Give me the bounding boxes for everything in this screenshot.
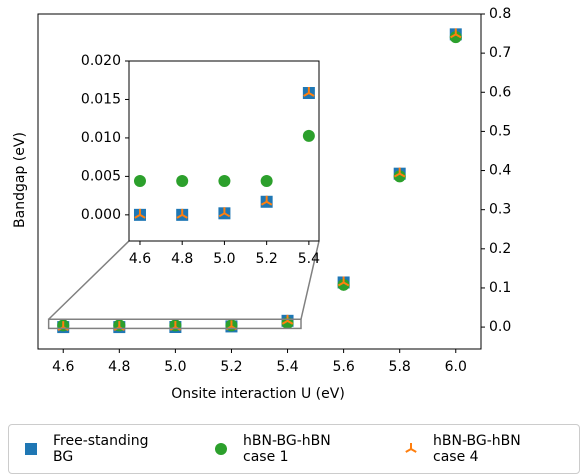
marker-circle — [281, 317, 294, 330]
marker-circle — [260, 175, 273, 187]
legend: Free-standing BG hBN-BG-hBN case 1 hBN-BG-… — [8, 424, 580, 474]
y-tick-label: 0.015 — [81, 91, 121, 107]
y-tick-label: 0.3 — [489, 202, 511, 218]
x-tick-label: 5.4 — [276, 359, 298, 375]
marker-circle — [393, 170, 406, 183]
y-tick-label: 0.6 — [489, 84, 511, 100]
marker-circle — [218, 175, 231, 187]
y-tick-label: 0.1 — [489, 280, 511, 296]
legend-label: Free-standing BG — [53, 433, 149, 465]
zoom-connector — [300, 240, 320, 320]
marker-tri — [134, 208, 146, 219]
x-tick-label: 4.8 — [171, 251, 193, 267]
marker-circle — [215, 443, 227, 455]
y-tick-label: 0.2 — [489, 241, 511, 257]
x-tick-label: 5.4 — [298, 251, 320, 267]
x-tick-label: 4.6 — [52, 359, 74, 375]
legend-entry: Free-standing BG — [9, 433, 199, 465]
chart: Onsite interaction U (eV) Bandgap (eV) 4… — [12, 6, 511, 402]
x-tick-label: 4.6 — [129, 251, 151, 267]
y-tick-label: 0.0 — [489, 319, 511, 335]
y-tick-label: 0.010 — [81, 130, 121, 146]
x-tick-label: 5.6 — [332, 359, 354, 375]
x-tick-label: 5.0 — [164, 359, 186, 375]
x-tick-label: 5.2 — [220, 359, 242, 375]
x-tick-label: 5.2 — [256, 251, 278, 267]
y-tick-label: 0.5 — [489, 123, 511, 139]
marker-tri — [260, 195, 273, 206]
y-tick-label: 0.4 — [489, 163, 511, 179]
x-tick-label: 5.0 — [213, 251, 235, 267]
legend-entry: hBN-BG-hBN case 4 — [389, 433, 579, 465]
y-tick-label: 0.7 — [489, 45, 511, 61]
marker-tri — [393, 167, 406, 178]
zoom-connector — [48, 240, 130, 320]
legend-icon — [25, 443, 37, 455]
marker-circle — [337, 278, 350, 291]
legend-label: hBN-BG-hBN case 4 — [433, 433, 521, 465]
marker-circle — [133, 175, 146, 187]
axes-frame — [37, 13, 482, 350]
y-tick-label: 0.020 — [81, 53, 121, 69]
marker-circle — [176, 175, 189, 187]
legend-icon — [405, 443, 417, 453]
marker-circle — [302, 129, 315, 142]
zoom-region — [47, 318, 302, 330]
marker-square — [25, 443, 37, 455]
x-axis-label: Onsite interaction U (eV) — [171, 386, 345, 402]
marker-tri — [218, 207, 231, 218]
legend-icon — [215, 443, 227, 455]
marker-tri — [337, 276, 350, 287]
y-tick-label: 0.8 — [489, 6, 511, 22]
legend-label: hBN-BG-hBN case 1 — [243, 433, 331, 465]
marker-circle — [449, 31, 462, 44]
legend-entry: hBN-BG-hBN case 1 — [199, 433, 389, 465]
x-tick-label: 5.8 — [389, 359, 411, 375]
y-tick-label: 0.000 — [81, 207, 121, 223]
x-tick-label: 4.8 — [108, 359, 130, 375]
y-axis-label: Bandgap (eV) — [12, 132, 28, 228]
y-tick-label: 0.005 — [81, 168, 121, 184]
x-tick-label: 6.0 — [445, 359, 467, 375]
marker-tri — [303, 87, 315, 97]
marker-tri — [405, 443, 417, 453]
marker-tri — [176, 208, 188, 219]
marker-tri — [450, 28, 462, 39]
